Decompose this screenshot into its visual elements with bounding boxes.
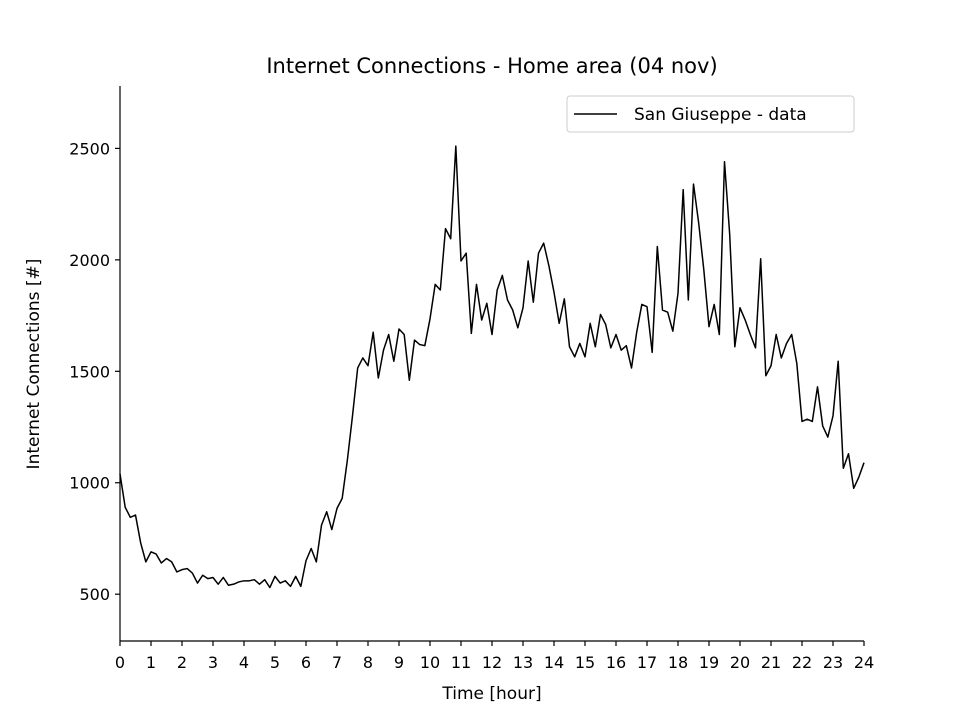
data-series-line <box>119 145 865 589</box>
x-tick-label: 14 <box>544 653 564 672</box>
x-tick-label: 11 <box>451 653 471 672</box>
legend: San Giuseppe - data <box>566 95 855 133</box>
chart-title: Internet Connections - Home area (04 nov… <box>266 54 717 78</box>
y-axis-label: Internet Connections [#] <box>24 259 44 470</box>
x-tick-label: 20 <box>730 653 750 672</box>
x-tick-label: 18 <box>668 653 688 672</box>
y-tick-label: 2500 <box>69 139 110 158</box>
y-tick-label: 1000 <box>69 474 110 493</box>
y-tick-label: 2000 <box>69 251 110 270</box>
legend-label: San Giuseppe - data <box>634 105 807 125</box>
x-tick-label: 2 <box>177 653 187 672</box>
x-tick-label: 12 <box>482 653 502 672</box>
x-tick-label: 15 <box>575 653 595 672</box>
y-axis-ticks: 500 1000 1500 2000 2500 <box>69 139 120 604</box>
legend-box <box>566 95 855 133</box>
x-tick-label: 4 <box>239 653 249 672</box>
x-tick-label: 17 <box>637 653 657 672</box>
x-tick-label: 13 <box>513 653 533 672</box>
x-tick-label: 16 <box>606 653 626 672</box>
y-tick-label: 1500 <box>69 362 110 381</box>
x-tick-label: 6 <box>301 653 311 672</box>
y-tick-label: 500 <box>79 585 110 604</box>
x-tick-label: 22 <box>792 653 812 672</box>
x-tick-label: 21 <box>761 653 781 672</box>
x-tick-label: 9 <box>394 653 404 672</box>
x-tick-label: 7 <box>332 653 342 672</box>
x-tick-label: 0 <box>115 653 125 672</box>
plot-area <box>119 145 865 589</box>
x-tick-label: 5 <box>270 653 280 672</box>
x-tick-label: 3 <box>208 653 218 672</box>
x-axis-ticks: 0 1 2 3 4 5 6 7 8 9 10 11 12 13 14 15 16 17 18 19 20 21 22 23 24 <box>115 641 874 672</box>
x-axis-label: Time [hour] <box>441 684 541 704</box>
x-tick-label: 10 <box>420 653 440 672</box>
x-tick-label: 23 <box>823 653 843 672</box>
x-tick-label: 1 <box>146 653 156 672</box>
x-tick-label: 24 <box>854 653 874 672</box>
x-tick-label: 8 <box>363 653 373 672</box>
x-tick-label: 19 <box>699 653 719 672</box>
